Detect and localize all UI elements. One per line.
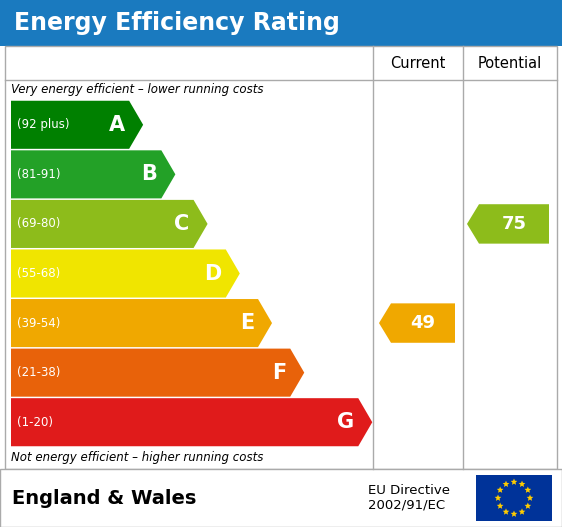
Text: England & Wales: England & Wales (12, 489, 196, 508)
Text: 2002/91/EC: 2002/91/EC (368, 499, 445, 512)
Polygon shape (502, 481, 509, 487)
Polygon shape (519, 509, 525, 515)
Polygon shape (11, 101, 143, 149)
Polygon shape (11, 150, 175, 198)
Text: (81-91): (81-91) (17, 168, 61, 181)
Text: (39-54): (39-54) (17, 317, 60, 329)
Text: E: E (240, 313, 254, 333)
Text: 49: 49 (410, 314, 436, 332)
Text: G: G (337, 412, 354, 432)
Bar (5, 46, 557, 469)
Text: (1-20): (1-20) (17, 416, 53, 428)
Text: (69-80): (69-80) (17, 218, 60, 230)
Text: C: C (174, 214, 189, 234)
Text: D: D (205, 264, 222, 284)
Text: Potential: Potential (478, 55, 542, 71)
Bar (0, 0, 562, 46)
Polygon shape (502, 509, 509, 515)
Text: Current: Current (391, 55, 446, 71)
Polygon shape (495, 494, 501, 501)
Text: Energy Efficiency Rating: Energy Efficiency Rating (14, 11, 340, 35)
Polygon shape (11, 200, 207, 248)
Text: 75: 75 (501, 215, 527, 233)
Polygon shape (511, 479, 518, 485)
Text: (21-38): (21-38) (17, 366, 60, 379)
Polygon shape (379, 304, 455, 343)
Polygon shape (524, 486, 531, 493)
Text: Not energy efficient – higher running costs: Not energy efficient – higher running co… (11, 452, 264, 464)
Polygon shape (524, 503, 531, 509)
Polygon shape (11, 249, 240, 298)
Polygon shape (11, 299, 272, 347)
Polygon shape (497, 486, 504, 493)
Bar (0, 469, 562, 527)
Polygon shape (527, 494, 533, 501)
Text: (55-68): (55-68) (17, 267, 60, 280)
Text: F: F (272, 363, 286, 383)
Polygon shape (497, 503, 504, 509)
Text: B: B (142, 164, 157, 184)
Bar (476, 475, 552, 521)
Polygon shape (467, 204, 549, 243)
Text: Very energy efficient – lower running costs: Very energy efficient – lower running co… (11, 83, 264, 96)
Polygon shape (511, 511, 518, 517)
Polygon shape (11, 348, 304, 397)
Polygon shape (11, 398, 372, 446)
Text: (92 plus): (92 plus) (17, 118, 70, 131)
Polygon shape (519, 481, 525, 487)
Text: A: A (109, 115, 125, 135)
Text: EU Directive: EU Directive (368, 484, 450, 497)
